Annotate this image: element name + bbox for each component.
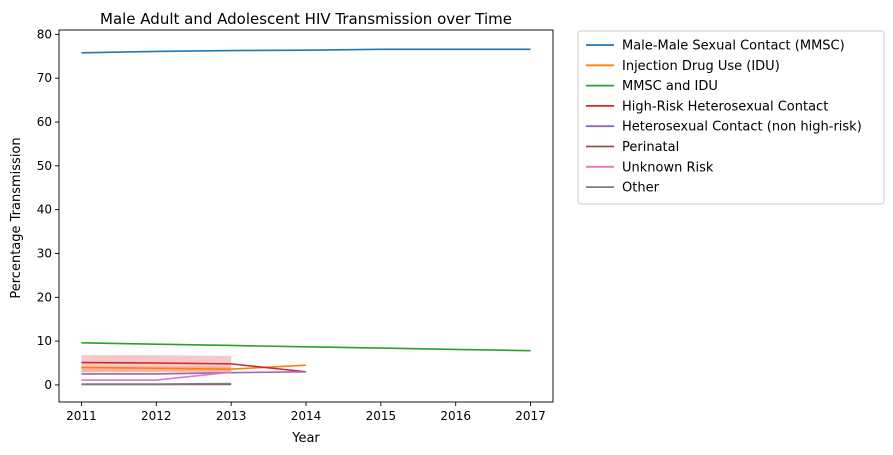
x-tick-label: 2017 xyxy=(515,409,546,423)
legend-label: Male-Male Sexual Contact (MMSC) xyxy=(622,39,845,54)
y-tick-label: 30 xyxy=(37,246,52,260)
legend-box xyxy=(577,30,885,205)
legend-label: Perinatal xyxy=(622,140,679,155)
x-tick-label: 2016 xyxy=(440,409,471,423)
series-6-line xyxy=(81,371,232,381)
y-tick-label: 50 xyxy=(37,159,52,173)
series-2-line xyxy=(81,342,531,352)
y-tick-label: 10 xyxy=(37,334,52,348)
chart-title: Male Adult and Adolescent HIV Transmissi… xyxy=(100,10,512,28)
legend-label: High-Risk Heterosexual Contact xyxy=(622,99,828,114)
series-0-line xyxy=(81,48,531,54)
y-tick-label: 20 xyxy=(37,290,52,304)
x-tick-label: 2013 xyxy=(216,409,247,423)
y-tick-label: 60 xyxy=(37,115,52,129)
series-4-line xyxy=(81,370,307,375)
x-tick-label: 2015 xyxy=(366,409,397,423)
y-tick-label: 0 xyxy=(44,378,52,392)
legend: Male-Male Sexual Contact (MMSC) Injection… xyxy=(577,30,885,205)
x-axis-label: Year xyxy=(291,431,320,446)
legend-label: MMSC and IDU xyxy=(622,79,718,94)
x-tick-label: 2012 xyxy=(141,409,172,423)
y-tick-label: 80 xyxy=(37,27,52,41)
plot-area: 2011 2012 2013 2014 2015 2016 2017 0 10 20 30 40 50 6… xyxy=(37,27,554,423)
x-tick-label: 2014 xyxy=(291,409,322,423)
legend-label: Unknown Risk xyxy=(622,160,714,175)
x-tick-label: 2011 xyxy=(66,409,97,423)
y-tick-label: 40 xyxy=(37,203,52,217)
legend-label: Heterosexual Contact (non high-risk) xyxy=(622,120,862,135)
legend-label: Injection Drug Use (IDU) xyxy=(622,59,780,74)
series-3-line xyxy=(81,361,307,373)
y-tick-label: 70 xyxy=(37,71,52,85)
y-axis-label: Percentage Transmission xyxy=(9,137,24,298)
legend-label: Other xyxy=(622,181,660,196)
